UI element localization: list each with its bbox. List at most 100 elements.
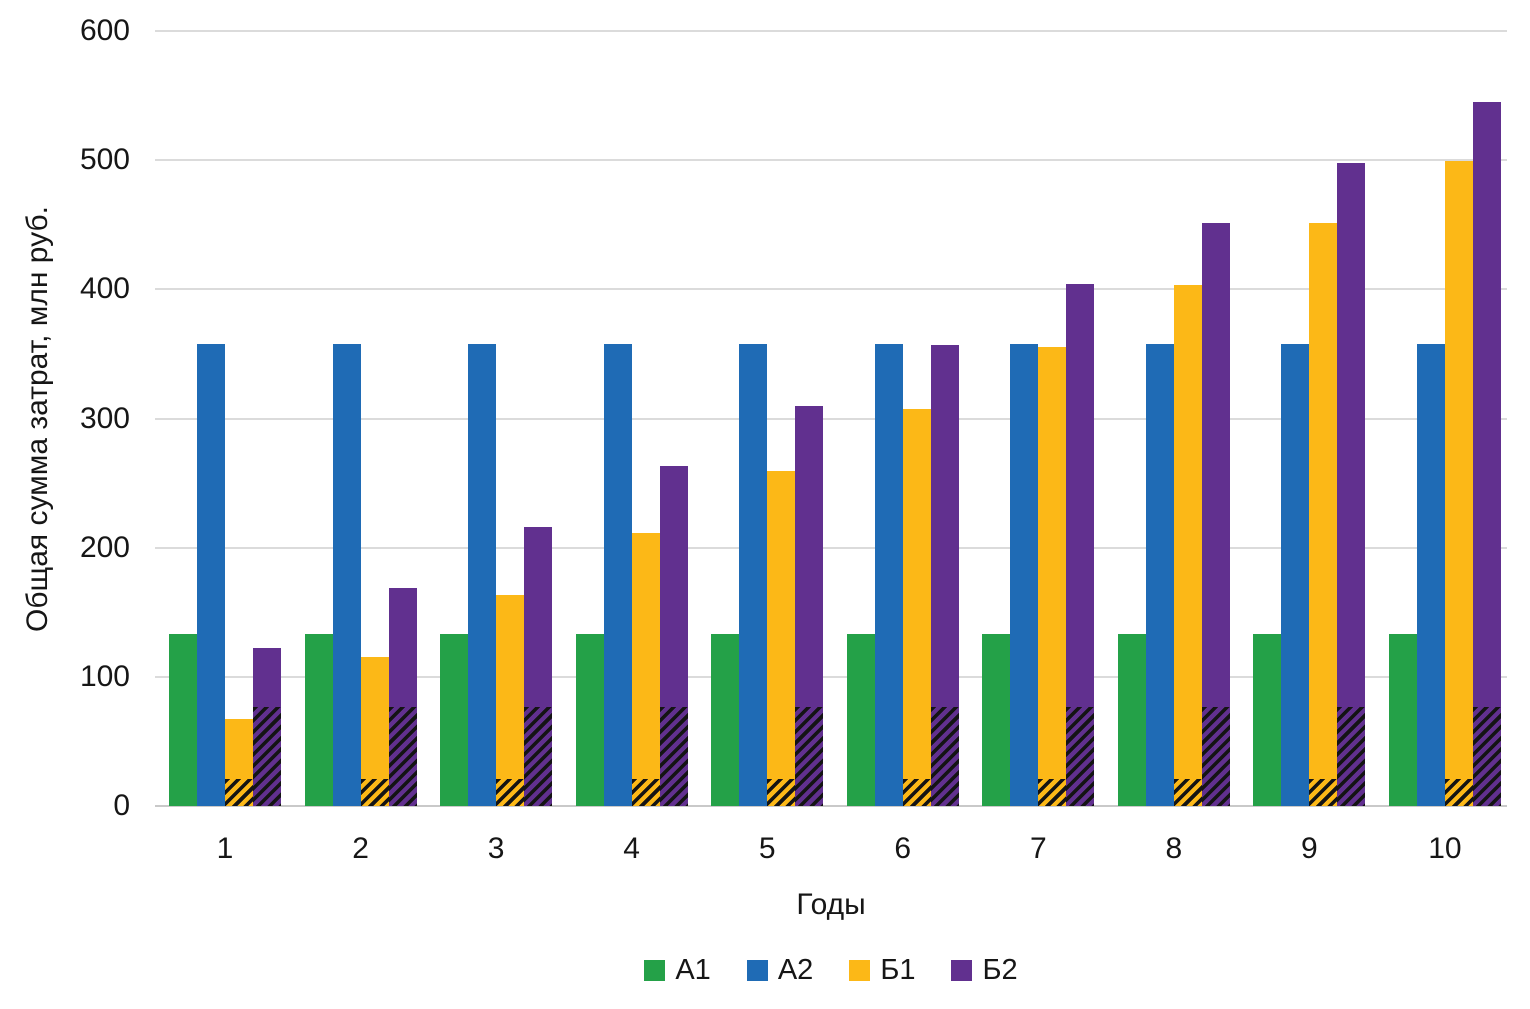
bar-b1-year-6 <box>902 409 931 806</box>
legend-label-b1: Б1 <box>880 954 916 986</box>
bar-b1-year-7 <box>1038 347 1067 806</box>
bar-a2-year-1 <box>197 343 225 806</box>
bar-a1-year-6 <box>846 634 875 806</box>
hatch-overlay-b2-year-10 <box>1472 706 1501 806</box>
bar-group-year-2 <box>304 31 417 806</box>
bar-a1-year-9 <box>1253 634 1282 806</box>
hatch-overlay-b1-year-3 <box>496 778 525 806</box>
hatch-overlay-b2-year-2 <box>388 706 417 806</box>
bar-group-year-7 <box>982 31 1095 806</box>
bar-a2-year-5 <box>739 343 768 806</box>
bar-b1-year-8 <box>1173 285 1202 806</box>
bar-b1-year-4 <box>631 533 660 806</box>
bar-a1-year-7 <box>982 634 1011 806</box>
bar-a2-year-9 <box>1281 343 1310 806</box>
legend: А1 А2 Б1 Б2 <box>155 956 1507 985</box>
y-tick-label-400: 400 <box>79 272 130 306</box>
hatch-overlay-b1-year-6 <box>902 778 931 806</box>
bar-a2-year-10 <box>1416 343 1445 806</box>
bar-group-year-9 <box>1253 31 1366 806</box>
y-tick-label-100: 100 <box>79 659 130 693</box>
bar-a2-year-7 <box>1010 343 1039 806</box>
x-tick-label-8: 8 <box>1165 832 1183 865</box>
bar-b1-year-1 <box>225 719 253 806</box>
gridline-500 <box>155 159 1507 162</box>
bar-group-year-8 <box>1117 31 1230 806</box>
bar-a1-year-8 <box>1117 634 1146 806</box>
hatch-overlay-b2-year-8 <box>1201 706 1230 806</box>
bar-group-year-10 <box>1388 31 1501 806</box>
gridline-300 <box>155 417 1507 420</box>
bar-a1-year-3 <box>440 634 469 806</box>
bar-b1-year-10 <box>1444 161 1473 806</box>
bar-a2-year-2 <box>332 343 361 806</box>
hatch-overlay-b1-year-4 <box>631 778 660 806</box>
gridline-200 <box>155 546 1507 549</box>
gridline-100 <box>155 675 1507 678</box>
bar-group-year-1 <box>169 31 281 806</box>
bar-a1-year-5 <box>711 634 740 806</box>
x-tick-label-3: 3 <box>487 832 505 865</box>
y-tick-label-200: 200 <box>79 530 130 564</box>
hatch-overlay-b2-year-5 <box>795 706 824 806</box>
gridline-600 <box>155 30 1507 32</box>
x-tick-label-10: 10 <box>1428 832 1462 865</box>
gridline-400 <box>155 288 1507 291</box>
bar-a1-year-1 <box>169 634 197 806</box>
x-tick-label-6: 6 <box>894 832 912 865</box>
hatch-overlay-b1-year-9 <box>1309 778 1338 806</box>
bar-a1-year-4 <box>575 634 604 806</box>
hatch-overlay-b2-year-7 <box>1066 706 1095 806</box>
bar-b1-year-5 <box>767 471 796 806</box>
y-tick-label-600: 600 <box>79 14 130 47</box>
x-tick-label-5: 5 <box>758 832 776 865</box>
legend-label-a2: А2 <box>777 954 814 986</box>
y-tick-label-300: 300 <box>79 401 130 435</box>
bar-a1-year-2 <box>304 634 333 806</box>
x-tick-label-2: 2 <box>352 832 369 865</box>
hatch-overlay-b1-year-5 <box>767 778 796 806</box>
legend-item-b1: Б1 <box>849 956 915 985</box>
x-axis-title: Годы <box>796 888 866 921</box>
hatch-overlay-b1-year-7 <box>1038 778 1067 806</box>
bar-group-year-5 <box>711 31 824 806</box>
y-tick-label-500: 500 <box>79 143 130 177</box>
y-axis-tick-labels: 0 100 200 300 400 500 600 <box>0 16 132 821</box>
bar-b2-year-5 <box>795 405 824 806</box>
legend-item-a1: А1 <box>644 954 711 986</box>
bar-b2-year-6 <box>930 344 959 806</box>
hatch-overlay-b1-year-10 <box>1444 778 1473 806</box>
bar-group-year-6 <box>846 31 959 806</box>
bar-b1-year-9 <box>1309 223 1338 806</box>
bar-b2-year-4 <box>659 466 688 806</box>
bar-b2-year-10 <box>1472 102 1501 806</box>
bar-a2-year-3 <box>468 343 497 806</box>
bar-a2-year-8 <box>1145 343 1174 806</box>
bar-b2-year-2 <box>388 587 417 806</box>
hatch-overlay-b1-year-1 <box>225 778 253 806</box>
x-tick-label-7: 7 <box>1029 832 1047 865</box>
legend-swatch-b1 <box>849 960 871 981</box>
x-tick-label-1: 1 <box>216 832 234 865</box>
plot-area <box>155 30 1507 807</box>
hatch-overlay-b1-year-2 <box>360 778 389 806</box>
hatch-overlay-b2-year-4 <box>659 706 688 806</box>
bar-b1-year-3 <box>496 595 525 806</box>
legend-label-b2: Б2 <box>982 954 1018 986</box>
bar-b2-year-1 <box>253 648 281 806</box>
hatch-overlay-b2-year-3 <box>524 706 553 806</box>
x-axis-tick-labels: 1 2 3 4 5 6 7 8 9 10 <box>155 832 1507 866</box>
legend-label-a1: А1 <box>675 954 711 986</box>
bar-b1-year-2 <box>360 657 389 806</box>
hatch-overlay-b2-year-6 <box>930 706 959 806</box>
bar-group-year-3 <box>440 31 553 806</box>
bar-a2-year-4 <box>603 343 632 806</box>
legend-item-a2: А2 <box>746 954 814 986</box>
bar-b2-year-7 <box>1066 284 1095 806</box>
gridline-0 <box>155 805 1507 807</box>
legend-swatch-a1 <box>644 960 666 981</box>
hatch-overlay-b2-year-9 <box>1337 706 1366 806</box>
bar-a2-year-6 <box>874 343 903 806</box>
bar-b2-year-9 <box>1337 162 1366 806</box>
x-tick-label-9: 9 <box>1301 832 1318 865</box>
